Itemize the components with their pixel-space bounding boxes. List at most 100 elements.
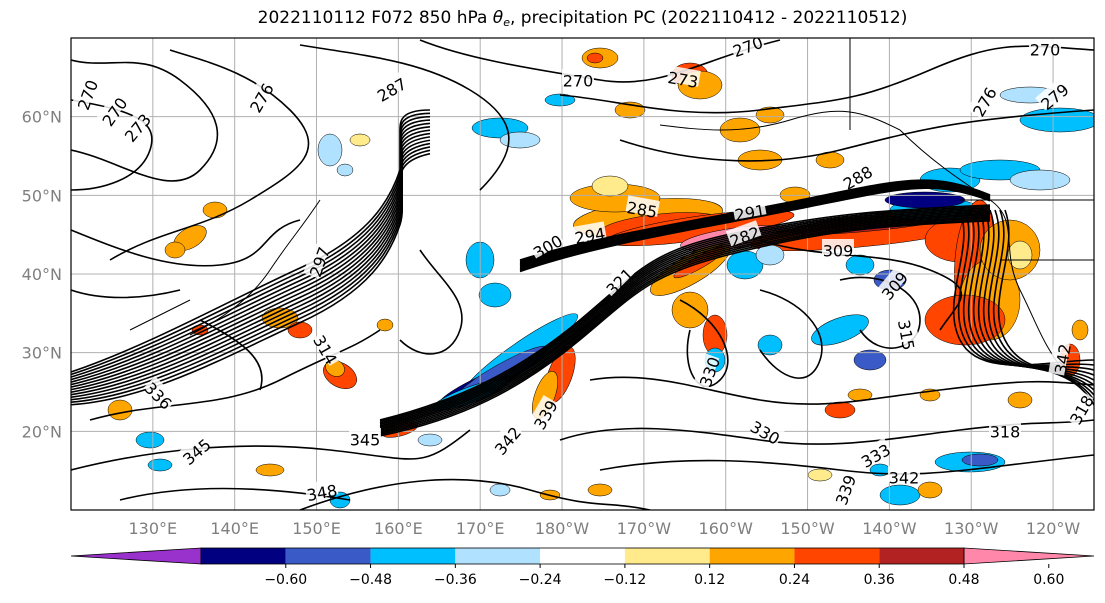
- contour-line: [759, 289, 823, 379]
- latitude-label: 60°N: [22, 108, 62, 127]
- latitude-label: 50°N: [22, 186, 62, 205]
- contour-line: [379, 207, 991, 424]
- precip-blob: [499, 131, 541, 149]
- colorbar-tick-label: 0.60: [1033, 572, 1064, 588]
- precip-blob: [478, 282, 512, 308]
- precip-blob: [845, 254, 875, 276]
- longitude-label: 150°E: [292, 519, 341, 538]
- precip-blob: [135, 431, 165, 449]
- precip-blob: [591, 175, 629, 197]
- colorbar-tick-label: 0.48: [948, 572, 979, 588]
- contour-line: [419, 39, 781, 83]
- colorbar-frame: [200, 547, 965, 565]
- contour-label: 309: [823, 242, 854, 261]
- contour-line: [379, 208, 991, 426]
- precip-blob: [1009, 169, 1071, 191]
- longitude-label: 120°W: [1026, 519, 1081, 538]
- colorbar-extend-low: [70, 547, 202, 565]
- contour-line: [519, 185, 991, 270]
- colorbar-segment: [624, 548, 710, 564]
- colorbar: −0.60 −0.48 −0.36 −0.24 −0.12 0.12 0.24 0.36 0.4…: [70, 547, 1095, 588]
- colorbar-segment: [285, 548, 371, 564]
- colorbar-extend-high: [963, 547, 1095, 565]
- coastline: [129, 299, 191, 331]
- precip-blob: [489, 483, 511, 497]
- precip-blob: [317, 133, 343, 167]
- gridlines: [71, 38, 1094, 510]
- contour-line: [379, 205, 991, 423]
- precip-blob: [164, 241, 186, 259]
- contour-line: [399, 249, 463, 355]
- contour-line: [559, 419, 1094, 445]
- colorbar-segment: [794, 548, 880, 564]
- coastlines: [129, 38, 1094, 381]
- map-title: 2022110112 F072 850 hPa θe, precipitatio…: [70, 8, 1095, 29]
- longitude-label: 160°W: [699, 519, 754, 538]
- contour-line: [519, 180, 991, 263]
- coastline: [899, 129, 1071, 381]
- contour-line: [589, 376, 1094, 405]
- coastline: [659, 110, 901, 131]
- precip-blob: [349, 133, 371, 147]
- contour-line: [71, 219, 301, 267]
- latitude-labels: 60°N 50°N 40°N 30°N 20°N: [22, 108, 62, 442]
- contour-line: [299, 478, 651, 510]
- precip-blob: [757, 334, 783, 356]
- longitude-label: 170°W: [617, 519, 672, 538]
- contour-line: [519, 183, 991, 268]
- colorbar-segment: [455, 548, 541, 564]
- precip-blob: [807, 468, 833, 482]
- precip-blob: [1019, 107, 1094, 133]
- contour-label: 270: [563, 72, 594, 91]
- precip-blob: [1007, 240, 1033, 270]
- contour-line: [379, 217, 991, 434]
- colorbar-segment: [201, 548, 286, 564]
- contour-label: 270: [1030, 41, 1061, 60]
- precip-blob: [1071, 319, 1089, 341]
- longitude-label: 180°W: [535, 519, 590, 538]
- precip-blob: [824, 401, 856, 419]
- contour-line: [379, 211, 991, 428]
- precip-blob: [1007, 391, 1033, 409]
- contour-label: 345: [350, 431, 381, 450]
- contour-line: [379, 204, 991, 421]
- contour-line: [519, 181, 991, 264]
- precip-blob: [417, 433, 443, 447]
- precip-blob: [879, 484, 921, 506]
- precip-blob: [107, 399, 133, 421]
- coastline: [189, 199, 321, 336]
- precip-blob: [336, 163, 354, 177]
- precip-blob: [587, 483, 613, 497]
- contour-line: [559, 45, 1094, 114]
- title-suffix: , precipitation PC (2022110412 - 2022110…: [509, 8, 908, 28]
- colorbar-tick-label: 0.12: [694, 572, 725, 588]
- contour-line: [619, 109, 1094, 162]
- contour-line: [71, 429, 471, 471]
- map-frame: [70, 37, 1095, 511]
- colorbar-segment: [370, 548, 456, 564]
- contour-line: [71, 289, 181, 299]
- latitude-label: 30°N: [22, 344, 62, 363]
- contour-line: [109, 49, 310, 261]
- contour-line: [379, 215, 991, 433]
- contour-line: [89, 329, 381, 421]
- longitude-label: 130°E: [129, 519, 178, 538]
- contour-line: [379, 220, 991, 437]
- title-theta-sub: e: [503, 16, 510, 29]
- contour-line: [599, 454, 1094, 475]
- precip-blob: [586, 52, 604, 64]
- precip-blob: [811, 314, 869, 346]
- precip-blob: [961, 453, 999, 467]
- contour-line: [71, 152, 431, 406]
- contour-line: [299, 44, 510, 191]
- colorbar-segment: [709, 548, 795, 564]
- colorbar-tick-label: −0.36: [434, 572, 477, 588]
- contour-line: [71, 59, 219, 182]
- precip-blob: [755, 244, 785, 266]
- precip-blob: [917, 481, 943, 499]
- contour-line: [519, 187, 991, 273]
- colorbar-tick-label: −0.24: [519, 572, 562, 588]
- longitude-label: 150°W: [780, 519, 835, 538]
- precip-blob: [255, 463, 285, 477]
